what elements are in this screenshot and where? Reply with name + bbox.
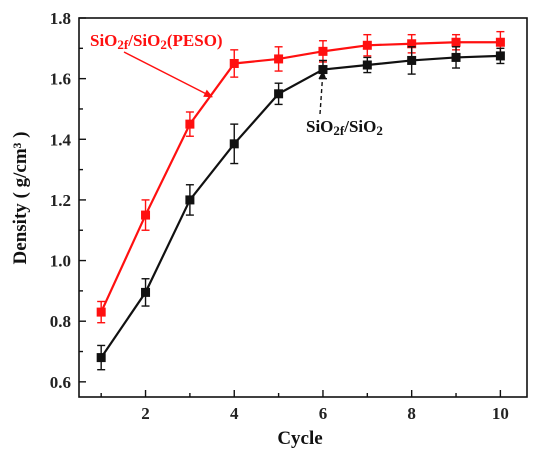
x-tick-label: 10 [492,404,509,423]
series-label-part: SiO [90,31,117,50]
data-point-marker [407,39,417,49]
y-tick-label: 1.6 [50,70,71,89]
plot-frame [78,17,528,398]
data-point-marker [362,40,372,50]
data-point-marker [274,54,284,64]
data-point-marker [185,119,195,129]
series-label-part: SiO [306,117,333,136]
data-point-marker [318,46,328,56]
data-point-marker [229,58,239,68]
data-point-marker [407,55,417,65]
y-tick-label: 1.0 [50,252,71,271]
series-label-1: SiO2f/SiO2 [306,117,383,138]
data-point-marker [96,353,106,363]
data-point-marker [495,51,505,61]
y-tick-label: 1.4 [50,130,72,149]
x-tick-label: 6 [319,404,328,423]
series-label-part: 2f [333,123,345,138]
series-line-1 [100,54,501,359]
series-label-part: /SiO [343,117,376,136]
y-tick-label: 1.2 [50,191,71,210]
data-point-marker [451,37,461,47]
y-axis-title: Density ( g/cm³ ) [10,132,31,265]
y-tick-label: 0.6 [50,373,71,392]
series-label-0: SiO2f/SiO2(PESO) [90,31,223,52]
data-point-marker [229,139,239,149]
data-point-marker [96,307,106,317]
data-point-marker [362,60,372,70]
data-point-marker [274,89,284,99]
data-point-marker [141,210,151,220]
series-label-arrow-0 [123,51,213,98]
x-tick-label: 8 [407,404,416,423]
series-label-part: (PESO) [167,31,223,50]
series-label-part: 2 [160,37,167,52]
data-point-marker [141,287,151,297]
x-axis-title: Cycle [277,428,322,449]
y-tick-label: 1.8 [50,9,71,28]
series-line-0 [100,41,501,313]
series-label-arrow-1 [318,70,327,115]
series-label-part: /SiO [127,31,160,50]
x-tick-label: 2 [141,404,150,423]
data-point-marker [495,37,505,47]
data-point-marker [318,65,328,75]
series-label-part: 2 [376,123,383,138]
series-label-part: 2f [117,37,129,52]
data-point-marker [185,195,195,205]
y-tick-label: 0.8 [50,312,71,331]
x-tick-label: 4 [230,404,239,423]
data-point-marker [451,52,461,62]
